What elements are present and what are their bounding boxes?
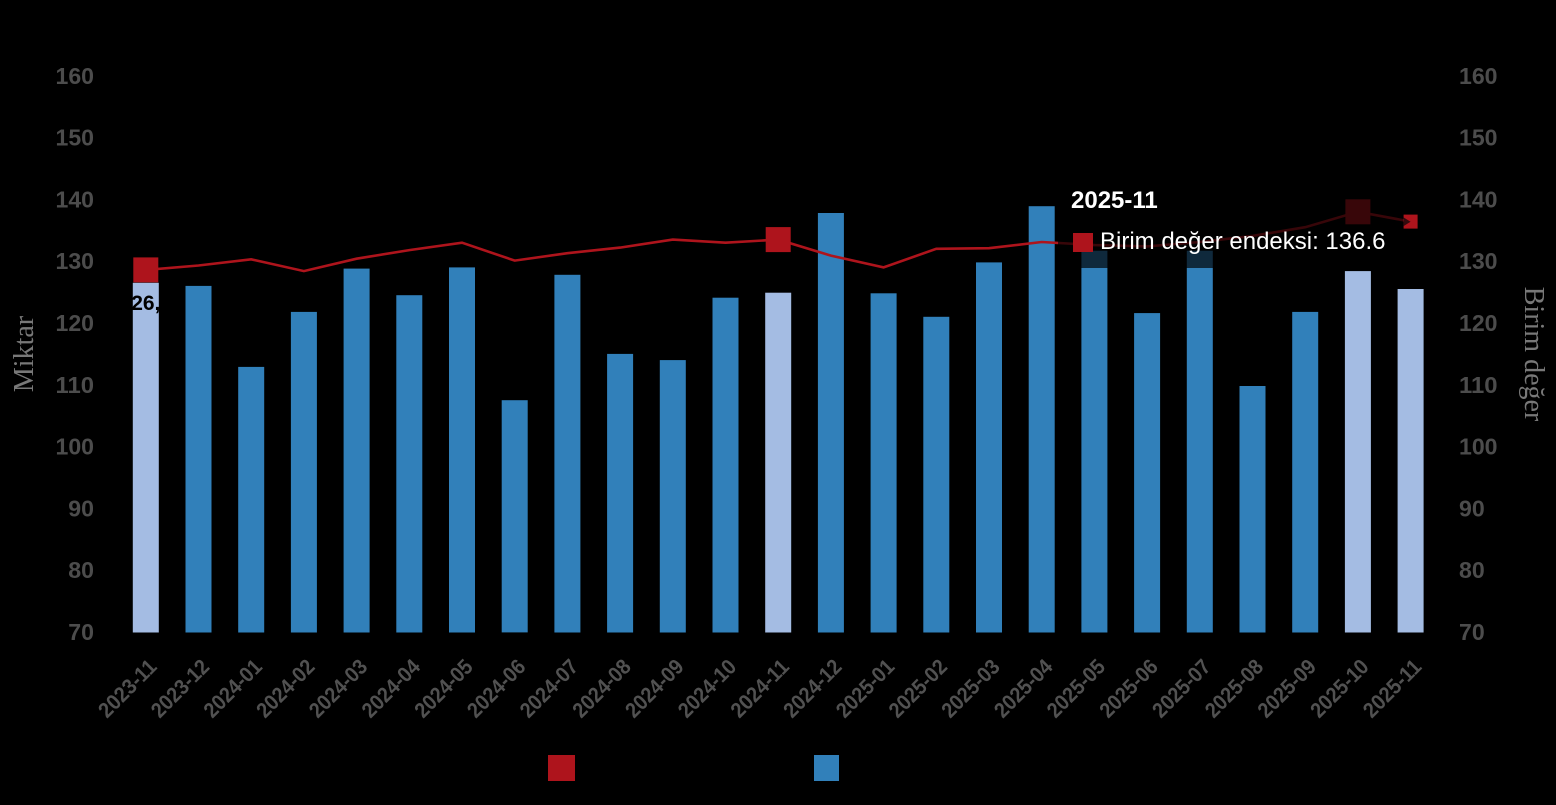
svg-text:160: 160 [1459, 63, 1498, 89]
svg-text:150: 150 [1459, 125, 1498, 151]
svg-text:100: 100 [1459, 434, 1498, 460]
svg-text:110: 110 [56, 372, 95, 398]
svg-text:110: 110 [1459, 372, 1498, 398]
svg-text:Miktar: Miktar [9, 315, 40, 392]
svg-text:140: 140 [56, 186, 95, 212]
svg-text:2025-11: 2025-11 [1071, 187, 1158, 214]
svg-text:90: 90 [1459, 495, 1485, 521]
svg-text:120: 120 [1459, 310, 1498, 336]
svg-text:80: 80 [1459, 557, 1485, 583]
svg-text:80: 80 [68, 557, 94, 583]
svg-text:90: 90 [68, 495, 94, 521]
svg-text:150: 150 [56, 125, 95, 151]
svg-text:130: 130 [56, 248, 95, 274]
svg-text:126,5: 126,5 [120, 292, 173, 315]
svg-text:120: 120 [56, 310, 95, 336]
svg-text:Birim değer: Birim değer [1518, 287, 1549, 422]
svg-text:130: 130 [1459, 248, 1498, 274]
svg-text:70: 70 [68, 619, 94, 645]
svg-text:70: 70 [1459, 619, 1485, 645]
svg-text:Birim değer endeksi: 136.6: Birim değer endeksi: 136.6 [1100, 228, 1386, 255]
svg-text:140: 140 [1459, 186, 1498, 212]
svg-text:160: 160 [56, 63, 95, 89]
svg-text:100: 100 [56, 434, 95, 460]
